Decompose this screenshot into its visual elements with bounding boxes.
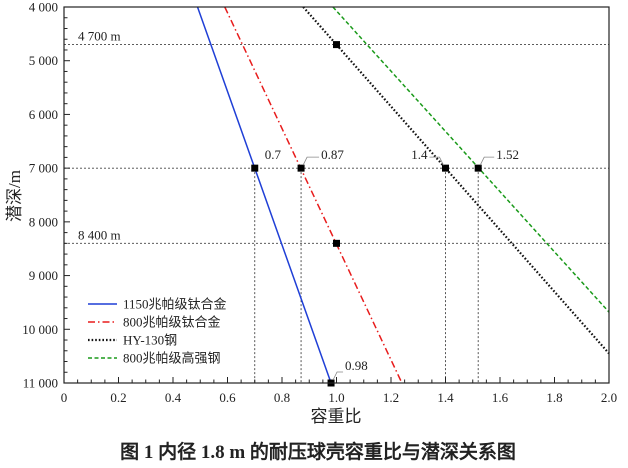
- data-marker: [474, 164, 482, 172]
- legend: 1150兆帕级钛合金 800兆帕级钛合金 HY-130钢 800兆帕级高强钢: [88, 297, 227, 366]
- marker-label: 0.98: [345, 358, 368, 373]
- marker-leader: [302, 156, 320, 166]
- marker-label: 0.7: [265, 147, 282, 162]
- x-tick-label: 1.8: [546, 390, 562, 405]
- data-marker: [333, 239, 340, 247]
- legend-label-2: 800兆帕级钛合金: [123, 315, 221, 330]
- legend-label-1: 1150兆帕级钛合金: [123, 297, 227, 312]
- reference-label-4700: 4 700 m: [78, 29, 121, 44]
- x-tick-label: 1.4: [437, 390, 454, 405]
- series-line-4: [332, 6, 610, 313]
- y-tick-label: 10 000: [22, 322, 58, 337]
- x-tick-label: 0.6: [219, 390, 236, 405]
- series-line-1: [196, 6, 332, 384]
- reference-label-8400: 8 400 m: [78, 227, 121, 242]
- y-tick-label: 5 000: [29, 53, 58, 68]
- y-tick-label: 7 000: [29, 161, 58, 176]
- markers: 0.7 0.87 1.4 1.52 0.98: [251, 41, 519, 387]
- x-tick-label: 1.2: [383, 390, 399, 405]
- marker-leader: [479, 156, 495, 166]
- data-marker: [442, 164, 449, 172]
- y-tick-label: 8 000: [29, 214, 58, 229]
- y-tick-label: 6 000: [29, 107, 58, 122]
- marker-label: 0.87: [321, 147, 344, 162]
- legend-label-3: HY-130钢: [123, 333, 177, 348]
- y-tick-label: 4 000: [29, 0, 58, 15]
- reference-lines: 4 700 m 8 400 m: [64, 29, 609, 383]
- x-tick-label: 2.0: [601, 390, 617, 405]
- series-line-2: [224, 6, 403, 384]
- axes: 4 000 5 000 6 000 7 000 8 000 9 000 10 000 11 0…: [22, 0, 617, 405]
- x-tick-label: 1.0: [328, 390, 344, 405]
- marker-label: 1.52: [496, 147, 519, 162]
- data-marker: [333, 41, 340, 49]
- x-tick-label: 0: [61, 390, 68, 405]
- x-axis-title: 容重比: [311, 407, 362, 426]
- y-axis-title: 潜深/m: [5, 170, 24, 222]
- y-tick-label: 11 000: [23, 376, 58, 391]
- x-tick-label: 0.8: [274, 390, 290, 405]
- data-marker: [297, 164, 305, 172]
- marker-leader: [332, 371, 344, 381]
- marker-leader: [429, 156, 444, 166]
- y-tick-label: 9 000: [29, 268, 58, 283]
- x-tick-label: 0.4: [165, 390, 182, 405]
- x-tick-label: 1.6: [492, 390, 509, 405]
- data-marker: [251, 164, 259, 172]
- x-tick-label: 0.2: [110, 390, 126, 405]
- series-line-3: [302, 6, 610, 355]
- legend-label-4: 800兆帕级高强钢: [123, 351, 221, 366]
- marker-label: 1.4: [411, 147, 428, 162]
- figure-caption: 图 1 内径 1.8 m 的耐压球壳容重比与潜深关系图: [120, 440, 516, 463]
- series-lines: [196, 6, 610, 384]
